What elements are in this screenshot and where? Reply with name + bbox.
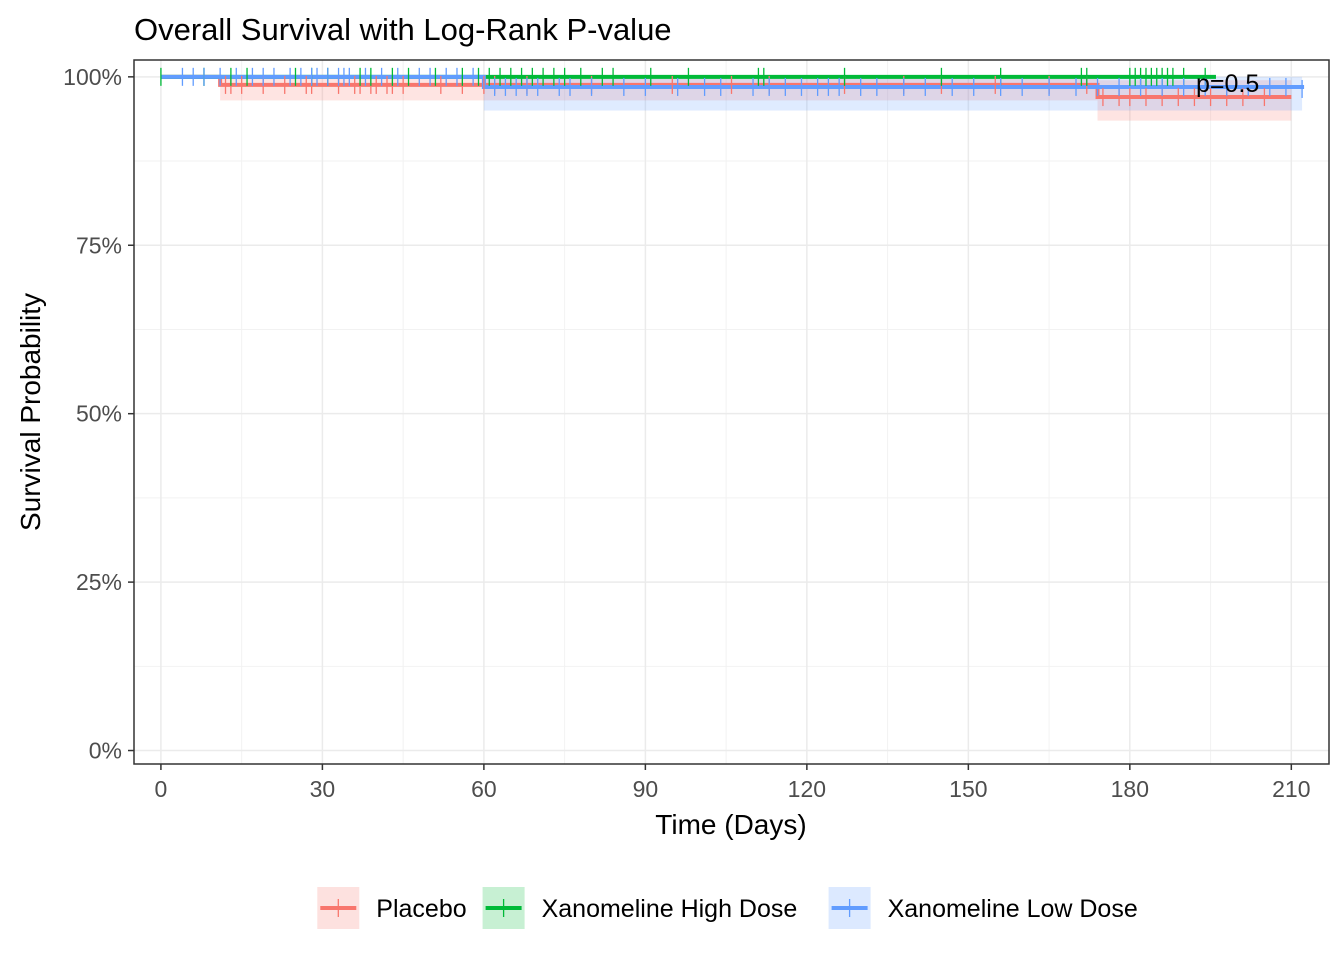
- x-tick-label: 90: [633, 776, 659, 802]
- legend-label: Placebo: [376, 895, 466, 923]
- y-tick-label: 0%: [89, 738, 122, 764]
- chart-title: Overall Survival with Log-Rank P-value: [134, 12, 672, 47]
- grid-layer: [134, 60, 1329, 764]
- plot-border: [133, 59, 1330, 765]
- x-tick-label: 0: [155, 776, 168, 802]
- y-tick-label: 75%: [76, 232, 122, 258]
- x-tick-label: 180: [1111, 776, 1149, 802]
- x-tick-label: 150: [949, 776, 987, 802]
- p-value-annotation: p=0.5: [1196, 70, 1259, 98]
- y-tick-label: 50%: [76, 401, 122, 427]
- x-tick-label: 120: [788, 776, 826, 802]
- legend-label: Xanomeline High Dose: [542, 895, 798, 923]
- y-tick-label: 25%: [76, 569, 122, 595]
- y-axis-ticks: 0% 25% 50% 75% 100%: [63, 64, 134, 764]
- x-axis-ticks: 0 30 60 90 120 150 180 210: [155, 764, 1311, 802]
- y-axis-title: Survival Probability: [15, 293, 46, 531]
- x-tick-label: 30: [310, 776, 336, 802]
- censor-marks: [160, 67, 1303, 107]
- ci-band: [483, 76, 1303, 111]
- legend: Placebo Xanomeline High Dose Xanomeline Lo…: [317, 887, 1138, 929]
- x-tick-label: 210: [1272, 776, 1310, 802]
- x-tick-label: 60: [471, 776, 497, 802]
- x-axis-title: Time (Days): [655, 809, 806, 840]
- legend-label: Xanomeline Low Dose: [888, 895, 1138, 923]
- y-tick-label: 100%: [63, 64, 122, 90]
